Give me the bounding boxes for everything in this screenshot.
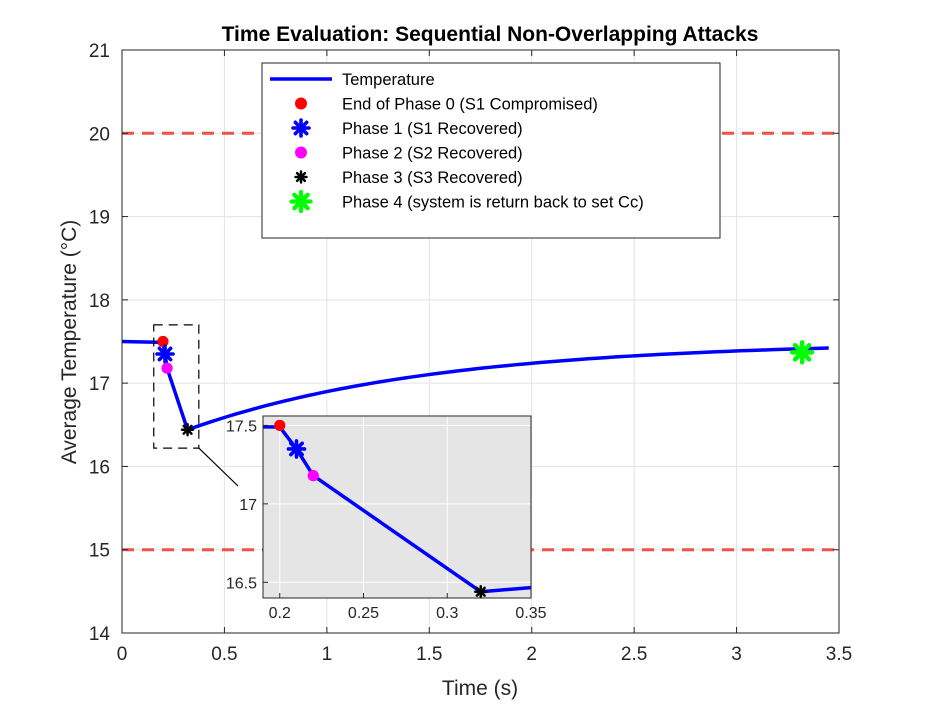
zoom-connector [198, 447, 239, 487]
marker-point [789, 340, 815, 365]
marker-dot [274, 419, 286, 432]
zoom-box [153, 324, 200, 449]
inset-grid [263, 416, 532, 598]
inset-x-tick-label: 0.25 [348, 605, 379, 622]
y-tick-label: 15 [89, 541, 110, 562]
marker-dot [295, 97, 307, 110]
x-tick-label: 3.5 [826, 644, 852, 665]
legend-entry: Phase 1 (S1 Recovered) [291, 118, 523, 138]
main-axes-box [121, 49, 840, 634]
legend-marker-swatch [295, 97, 307, 110]
legend-entry: End of Phase 0 (S1 Compromised) [295, 96, 598, 114]
y-tick-label: 17 [89, 374, 110, 395]
inset-marker-point [274, 419, 286, 432]
temperature-line [122, 339, 829, 432]
marker-dot [295, 146, 307, 159]
inset-zoom-axes: 0.2 0.25 0.3 0.35 16.5 17 17.5 [226, 415, 547, 622]
inset-marker-point [474, 584, 488, 599]
legend-marker-swatch [294, 170, 308, 184]
inset-y-tick-label: 17 [239, 497, 257, 514]
x-tick-label: 1 [322, 644, 333, 665]
inset-x-tick-label: 0.2 [269, 605, 291, 622]
legend-entry: Phase 2 (S2 Recovered) [295, 145, 523, 163]
main-markers [155, 335, 815, 437]
marker-point [155, 344, 175, 364]
marker-stroke [182, 424, 193, 435]
legend-label: Phase 3 (S3 Recovered) [342, 169, 523, 187]
main-tick-labels: 0 0.5 1 1.5 2 2.5 3 3.5 14 15 16 17 18 19 20 21 [89, 41, 852, 665]
x-axis-label: Time (s) [442, 677, 518, 700]
inset-marker-point [286, 439, 307, 459]
legend: Temperature End of Phase 0 (S1 Compromise… [261, 62, 721, 239]
legend-box [261, 62, 721, 239]
legend-entry: Phase 4 (system is return back to set Cc… [289, 189, 644, 214]
zoom-indicator [153, 324, 239, 487]
marker-point [157, 335, 169, 348]
inset-markers [274, 419, 488, 599]
legend-label: End of Phase 0 (S1 Compromised) [342, 96, 598, 114]
marker-stroke [292, 192, 310, 211]
marker-stroke [293, 120, 309, 136]
legend-label: Phase 1 (S1 Recovered) [342, 120, 523, 138]
y-tick-label: 14 [89, 624, 111, 645]
y-tick-label: 16 [89, 457, 110, 478]
marker-point [180, 423, 195, 437]
y-tick-label: 18 [89, 291, 110, 312]
legend-entry: Phase 3 (S3 Recovered) [294, 169, 523, 187]
x-tick-label: 2 [526, 644, 537, 665]
inset-x-tick-label: 0.3 [436, 605, 458, 622]
legend-label: Temperature [342, 71, 435, 89]
marker-dot [157, 335, 169, 348]
legend-entry: Temperature [270, 71, 435, 89]
y-tick-label: 21 [89, 41, 110, 62]
marker-stroke [792, 343, 812, 362]
inset-axes-box [262, 415, 532, 599]
legend-marker-swatch [295, 146, 307, 159]
marker-point [161, 362, 173, 374]
marker-stroke [295, 171, 307, 183]
marker-dot [161, 362, 173, 374]
x-tick-label: 2.5 [621, 644, 647, 665]
inset-background [263, 416, 531, 598]
legend-marker-swatch [291, 118, 311, 138]
marker-stroke [157, 346, 173, 362]
x-tick-label: 1.5 [416, 644, 442, 665]
y-tick-label: 19 [89, 208, 110, 229]
x-tick-label: 3 [731, 644, 742, 665]
inset-tick-labels: 0.2 0.25 0.3 0.35 16.5 17 17.5 [226, 418, 547, 622]
inset-y-tick-label: 16.5 [226, 575, 257, 592]
inset-x-tick-label: 0.35 [515, 605, 546, 622]
marker-dot [307, 469, 319, 482]
chart-title: Time Evaluation: Sequential Non-Overlapp… [222, 23, 759, 46]
x-tick-label: 0.5 [211, 644, 237, 665]
y-tick-label: 20 [89, 124, 110, 145]
legend-label: Phase 4 (system is return back to set Cc… [342, 194, 644, 212]
y-axis-label: Average Temperature (°C) [58, 220, 81, 465]
marker-stroke [289, 441, 304, 457]
legend-label: Phase 2 (S2 Recovered) [342, 145, 523, 163]
inset-marker-point [307, 469, 319, 482]
marker-stroke [475, 586, 486, 597]
inset-y-tick-label: 17.5 [226, 418, 257, 435]
x-tick-label: 0 [117, 644, 128, 665]
legend-marker-swatch [289, 189, 313, 214]
main-series [122, 339, 829, 432]
